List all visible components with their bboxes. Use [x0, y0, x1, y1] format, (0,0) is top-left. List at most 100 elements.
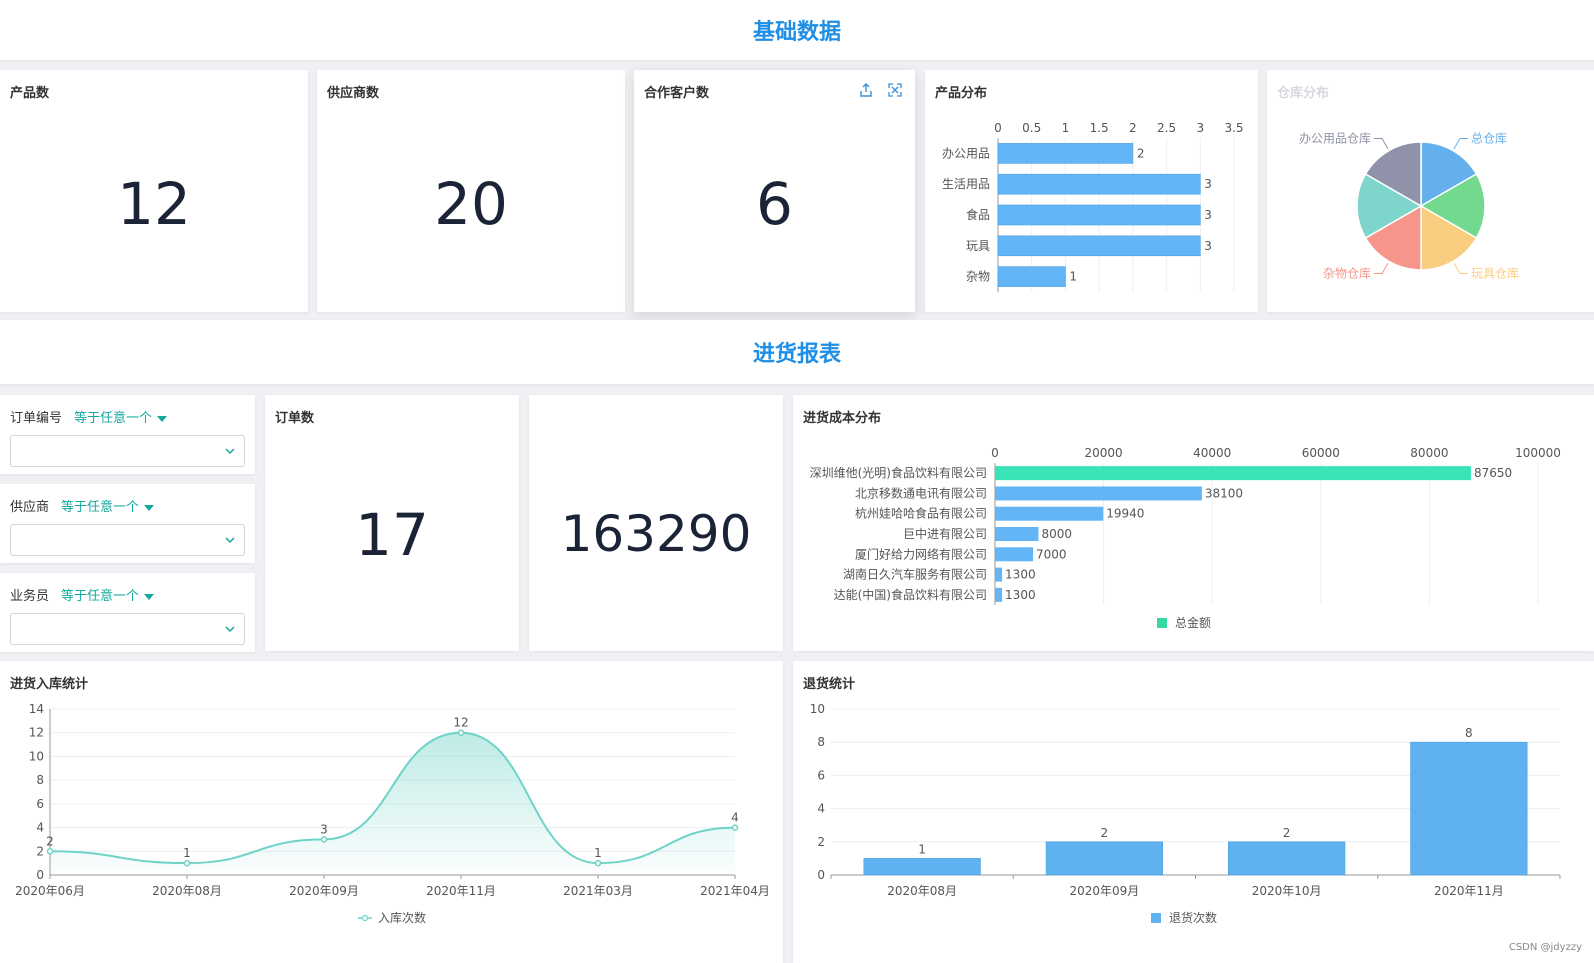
kpi-title: 供应商数 [327, 86, 380, 101]
legend-swatch [1151, 913, 1161, 923]
chevron-down-icon [225, 537, 235, 544]
y-tick-label: 北京移数通电讯有限公司 [855, 485, 987, 500]
product-distribution-card: 产品分布 0 0.5 1 1.5 2 2.5 3 3.5 办公用品 2 生活用品 3 食品 3 玩具 3 杂物 1 [925, 70, 1258, 312]
y-tick-label: 2 [817, 835, 825, 849]
stock-in-chart: 024681012142020年06月22020年08月12020年09月320… [15, 702, 770, 925]
banner-basic-data: 基础数据 [0, 0, 1594, 60]
data-point [594, 859, 602, 867]
x-tick-label: 0 [994, 121, 1002, 135]
filter-operator-text: 等于任意一个 [61, 500, 140, 515]
pie-slice [1419, 172, 1486, 240]
data-label: 1 [594, 846, 602, 860]
fullscreen-icon[interactable] [887, 82, 903, 98]
filter-operator-dropdown[interactable]: 等于任意一个 [61, 589, 155, 604]
x-tick-label: 2 [1129, 121, 1137, 135]
filter-salesperson: 业务员 等于任意一个 [0, 573, 255, 652]
kpi-title: 订单数 [275, 411, 315, 426]
purchase-cost-chart: 0 20000 40000 60000 80000 100000 深圳维他(光明)食品饮料有… [810, 446, 1561, 630]
stock-in-card: 进货入库统计 0 2 4 6 8 10 12 14 2020年06月 2 2020年08月 1 2020… [0, 661, 783, 963]
pie-label-line [1374, 262, 1389, 275]
bar-value-label: 2 [1283, 826, 1291, 840]
x-tick-label: 1 [1062, 121, 1070, 135]
y-tick-label: 10 [810, 702, 825, 716]
bar [995, 567, 1003, 582]
bar [995, 547, 1034, 562]
legend-label: 入库次数 [378, 910, 426, 925]
x-tick-label: 80000 [1410, 446, 1448, 460]
x-tick-label: 2020年06月 [15, 884, 85, 898]
x-tick-label: 2.5 [1157, 121, 1176, 135]
bar-value-label: 3 [1204, 239, 1212, 253]
filter-operator-dropdown[interactable]: 等于任意一个 [61, 500, 155, 515]
kpi-title: 合作客户数 [644, 86, 710, 101]
returns-chart: 0 2 4 6 8 10 1 2020年08月 2 2020年09月 2 2020年10月 8 2020年… [810, 702, 1561, 925]
kpi-card-amount: 163290 [529, 395, 783, 651]
bar-value-label: 1300 [1005, 568, 1036, 582]
x-tick-label: 2020年11月 [1434, 884, 1504, 898]
banner-title: 进货报表 [752, 342, 841, 367]
filter-order-number: 订单编号 等于任意一个 [0, 395, 255, 474]
y-tick-label: 8 [817, 735, 825, 749]
bar-value-label: 38100 [1205, 486, 1243, 500]
product-distribution-chart: 0 0.5 1 1.5 2 2.5 3 3.5 办公用品 2 生活用品 3 食品 3 玩具 3 杂物 1 [942, 121, 1244, 292]
x-tick-label: 40000 [1193, 446, 1231, 460]
y-tick-label: 6 [36, 797, 44, 811]
pie-slice [1364, 141, 1422, 208]
y-tick-label: 厦门好给力网络有限公司 [855, 546, 987, 561]
x-tick-label: 0.5 [1022, 121, 1041, 135]
y-tick-label: 达能(中国)食品饮料有限公司 [834, 587, 987, 602]
purchase-cost-card: 进货成本分布 0 20000 40000 60000 80000 100000 深圳维他(光… [793, 395, 1594, 651]
legend-swatch [1157, 618, 1167, 628]
x-tick-label: 1.5 [1090, 121, 1109, 135]
bar [995, 587, 1003, 602]
filter-operator-text: 等于任意一个 [74, 411, 153, 426]
data-point [46, 848, 54, 855]
supplier-select[interactable] [10, 524, 245, 556]
filter-operator-dropdown[interactable]: 等于任意一个 [74, 411, 168, 426]
data-label: 1 [183, 846, 191, 860]
filter-label-text: 供应商 [10, 500, 50, 515]
x-tick-label: 2020年11月 [426, 884, 496, 898]
data-label: 2 [46, 834, 54, 848]
warehouse-distribution-card: 仓库分布 总仓库 玩具仓库 杂物仓库 办公用品仓库 [1267, 70, 1594, 312]
pie-label: 办公用品仓库 [1299, 130, 1371, 145]
salesperson-select[interactable] [10, 613, 245, 645]
y-tick-label: 杂物 [966, 270, 990, 284]
y-tick-label: 0 [36, 868, 44, 882]
x-tick-label: 0 [991, 446, 999, 460]
y-tick-label: 4 [36, 821, 44, 835]
y-tick-label: 杭州娃哈哈食品有限公司 [855, 506, 987, 521]
y-tick-label: 2 [36, 844, 44, 858]
y-tick-label: 生活用品 [942, 177, 990, 191]
chart-title: 进货入库统计 [10, 677, 89, 692]
pie-label-line [1374, 137, 1389, 150]
data-label: 4 [731, 811, 739, 825]
bar [997, 143, 1134, 164]
y-tick-label: 巨中进有限公司 [903, 526, 987, 541]
bar [995, 527, 1039, 541]
kpi-value: 12 [117, 170, 191, 238]
bar [995, 506, 1104, 521]
x-tick-label: 2021年03月 [563, 884, 633, 898]
x-tick-label: 2020年09月 [1069, 884, 1139, 898]
y-tick-label: 8 [36, 773, 44, 787]
data-point [183, 859, 191, 867]
pie-slice [1420, 141, 1478, 208]
y-tick-label: 湖南日久汽车服务有限公司 [843, 567, 987, 582]
data-point [457, 729, 465, 736]
x-tick-label: 2020年08月 [887, 884, 957, 898]
chart-title: 仓库分布 [1277, 86, 1330, 101]
caret-down-icon [144, 593, 155, 600]
bar [995, 466, 1471, 481]
filter-label-text: 业务员 [10, 589, 50, 604]
kpi-card-orders: 订单数 17 [265, 395, 519, 651]
bar [1410, 741, 1528, 876]
legend-label: 总金额 [1175, 615, 1211, 630]
caret-down-icon [144, 504, 155, 511]
export-icon[interactable] [858, 82, 874, 98]
chart-title: 进货成本分布 [803, 411, 882, 426]
filter-label: 订单编号 等于任意一个 [10, 407, 168, 426]
order-number-select[interactable] [10, 435, 245, 467]
y-tick-label: 0 [817, 868, 825, 882]
